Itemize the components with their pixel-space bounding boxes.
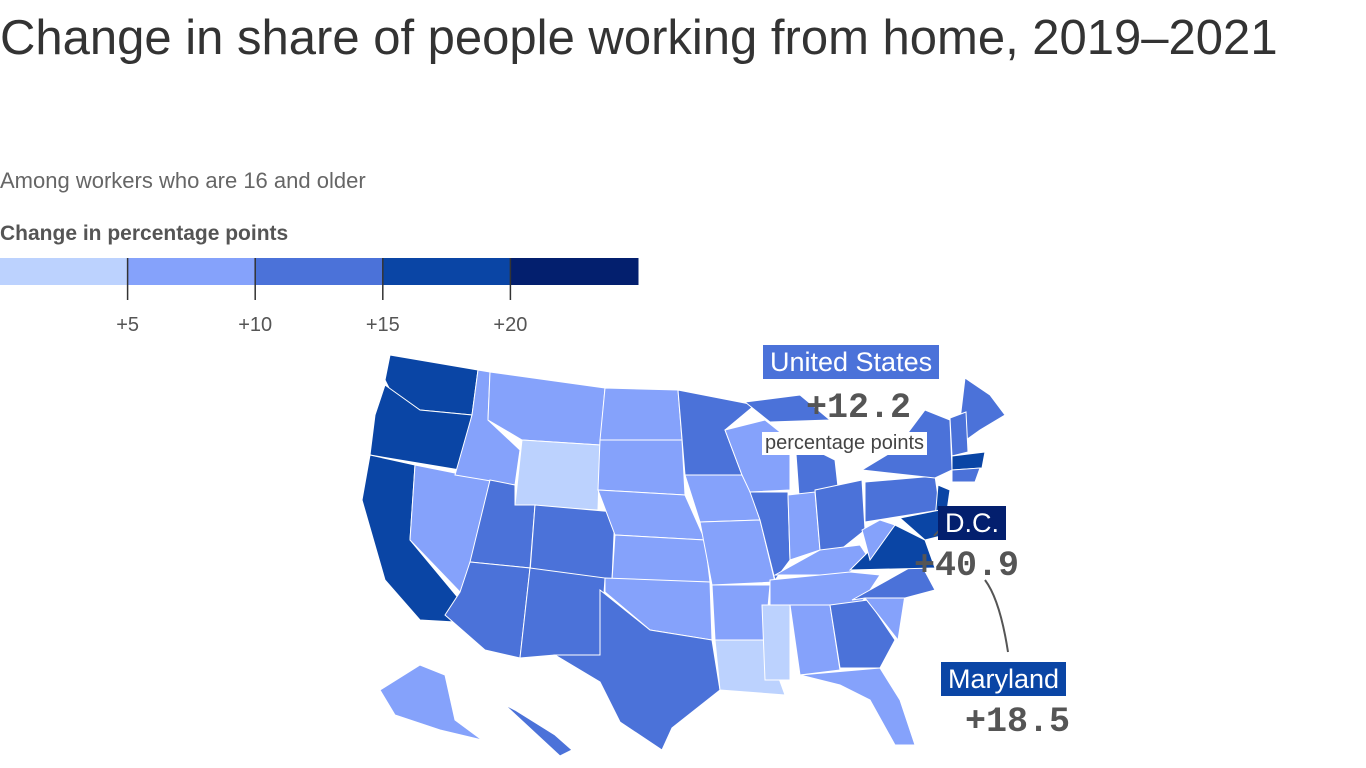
legend-swatch (382, 258, 511, 285)
legend-tick-label: +10 (238, 314, 272, 336)
legend-tick-label: +15 (366, 314, 400, 336)
annotation-unit: percentage points (762, 432, 928, 455)
state (504, 704, 573, 757)
legend-title: Change in percentage points (0, 222, 289, 245)
state (787, 491, 821, 561)
leader-line (984, 579, 1009, 653)
state (379, 664, 483, 741)
legend-swatch (255, 258, 384, 285)
state (599, 387, 683, 441)
state (749, 491, 791, 582)
state (743, 394, 832, 423)
states (361, 354, 1006, 757)
legend: +5 +10 +15 +20 (0, 258, 639, 336)
annotation-label: D.C. (938, 506, 1006, 540)
legend-swatch (127, 258, 256, 285)
annotation-label: Maryland (941, 662, 1067, 696)
annotation-label: United States (763, 345, 940, 379)
state (951, 451, 986, 471)
legend-tick-label: +5 (116, 314, 139, 336)
state (529, 504, 616, 581)
state (799, 667, 916, 746)
state (814, 479, 866, 551)
state (761, 604, 791, 681)
annotation-value: +12.2 (806, 388, 912, 428)
chart-subtitle: Among workers who are 16 and older (0, 168, 366, 193)
state (829, 599, 896, 669)
state (514, 439, 601, 511)
state (611, 534, 711, 583)
state (861, 519, 896, 562)
state (769, 571, 881, 606)
state (597, 489, 706, 541)
state (519, 567, 606, 659)
state (597, 439, 686, 496)
legend-swatch (0, 258, 129, 285)
leader-lines (933, 524, 1009, 653)
annotation-value: +18.5 (965, 702, 1071, 742)
state (553, 588, 721, 751)
state (951, 467, 981, 483)
state (789, 604, 841, 676)
annotation-value: +40.9 (914, 546, 1020, 586)
legend-tick-label: +20 (493, 314, 527, 336)
legend-swatch (510, 258, 639, 285)
state (949, 411, 969, 457)
state (487, 371, 606, 446)
state (711, 584, 771, 641)
chart-title: Change in share of people working from h… (0, 11, 1278, 65)
